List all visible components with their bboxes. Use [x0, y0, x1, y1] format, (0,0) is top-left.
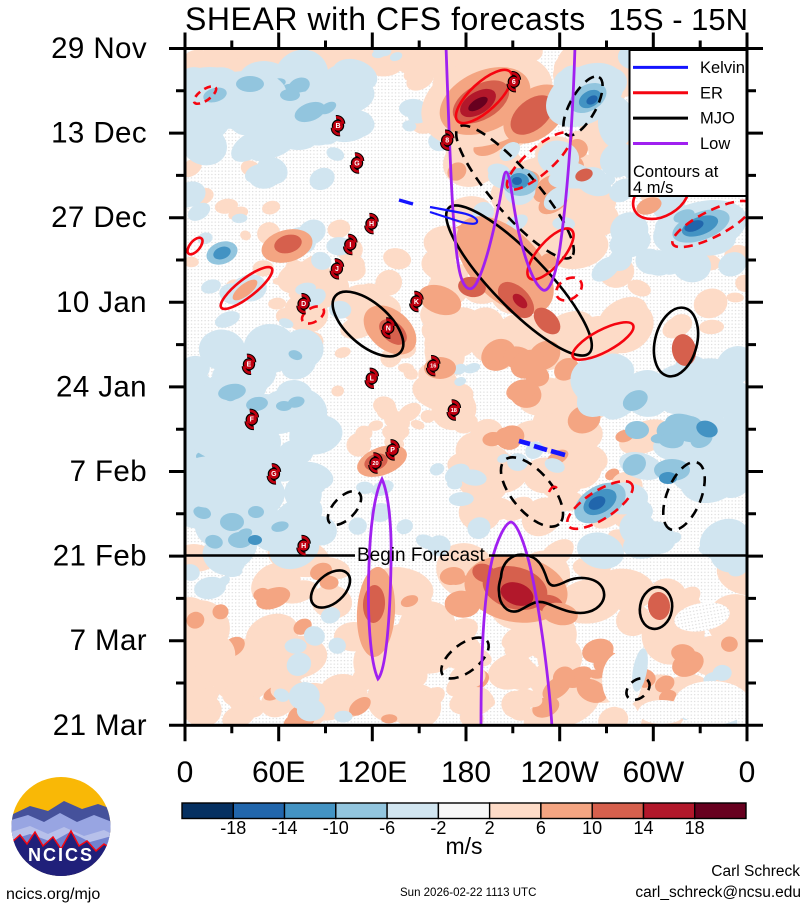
- svg-text:H: H: [369, 221, 374, 228]
- svg-text:Contours at: Contours at: [633, 163, 719, 181]
- svg-text:120E: 120E: [337, 756, 407, 789]
- svg-text:0: 0: [739, 756, 756, 789]
- svg-text:7 Feb: 7 Feb: [70, 455, 147, 488]
- svg-text:SHEAR with CFS forecasts: SHEAR with CFS forecasts: [185, 1, 586, 37]
- svg-text:6: 6: [536, 818, 546, 838]
- svg-text:H: H: [301, 543, 306, 550]
- svg-text:-6: -6: [379, 818, 395, 838]
- svg-text:60E: 60E: [252, 756, 305, 789]
- svg-text:29 Nov: 29 Nov: [51, 32, 147, 65]
- svg-text:K: K: [414, 299, 419, 306]
- svg-text:Sun 2026-02-22 1113 UTC: Sun 2026-02-22 1113 UTC: [400, 887, 536, 899]
- svg-text:B: B: [335, 123, 340, 130]
- svg-text:18: 18: [451, 408, 457, 414]
- svg-text:60W: 60W: [622, 756, 684, 789]
- svg-text:MJO: MJO: [700, 110, 735, 128]
- svg-text:21 Feb: 21 Feb: [53, 540, 147, 573]
- svg-text:NCICS: NCICS: [28, 845, 94, 865]
- svg-text:7 Mar: 7 Mar: [70, 624, 147, 657]
- svg-text:15S - 15N: 15S - 15N: [608, 2, 748, 37]
- svg-text:ncics.org/mjo: ncics.org/mjo: [6, 886, 100, 903]
- svg-text:G: G: [354, 160, 360, 167]
- svg-text:D: D: [301, 301, 306, 308]
- svg-text:N: N: [386, 325, 391, 332]
- svg-text:14: 14: [633, 818, 653, 838]
- svg-text:Carl Schreck: Carl Schreck: [711, 863, 800, 880]
- svg-text:J: J: [335, 266, 339, 273]
- svg-text:-14: -14: [271, 818, 297, 838]
- svg-text:E: E: [247, 362, 252, 369]
- svg-text:G: G: [271, 471, 277, 478]
- svg-text:20: 20: [372, 461, 378, 467]
- svg-text:120W: 120W: [521, 756, 600, 789]
- svg-text:21 Mar: 21 Mar: [53, 709, 147, 742]
- svg-text:-18: -18: [220, 818, 246, 838]
- svg-text:180: 180: [441, 756, 491, 789]
- svg-text:-10: -10: [323, 818, 349, 838]
- svg-text:18: 18: [685, 818, 705, 838]
- svg-text:Low: Low: [700, 135, 730, 153]
- svg-text:L: L: [370, 376, 375, 383]
- svg-text:27 Dec: 27 Dec: [51, 201, 147, 234]
- svg-text:I: I: [349, 242, 351, 249]
- svg-text:2: 2: [485, 818, 495, 838]
- svg-text:Kelvin: Kelvin: [700, 59, 745, 77]
- svg-text:6: 6: [512, 79, 516, 86]
- svg-text:0: 0: [177, 756, 194, 789]
- svg-text:ER: ER: [700, 84, 723, 102]
- svg-text:16: 16: [430, 364, 436, 370]
- svg-text:-2: -2: [430, 818, 446, 838]
- svg-text:13 Dec: 13 Dec: [51, 117, 147, 150]
- svg-text:m/s: m/s: [445, 833, 482, 859]
- svg-text:8: 8: [445, 138, 449, 145]
- svg-text:24 Jan: 24 Jan: [56, 370, 147, 403]
- svg-text:Begin Forecast: Begin Forecast: [357, 545, 486, 566]
- svg-text:carl_schreck@ncsu.edu: carl_schreck@ncsu.edu: [635, 884, 801, 901]
- svg-text:F: F: [250, 417, 255, 424]
- svg-text:P: P: [390, 447, 395, 454]
- svg-text:10 Jan: 10 Jan: [56, 286, 147, 319]
- svg-text:10: 10: [582, 818, 602, 838]
- svg-text:4 m/s: 4 m/s: [633, 179, 673, 197]
